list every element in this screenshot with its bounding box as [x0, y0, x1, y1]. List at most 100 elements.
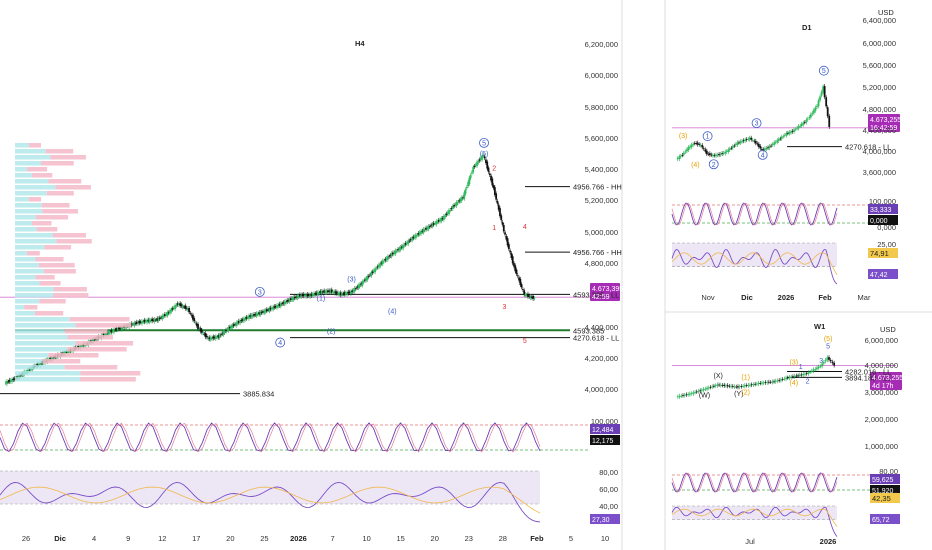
candle — [764, 148, 766, 151]
x-tick-label: 7 — [330, 534, 334, 543]
candle — [432, 222, 435, 225]
stoch-value: 59,625 — [872, 477, 894, 484]
volume-bar — [15, 269, 44, 274]
volume-bar — [52, 293, 89, 298]
candle — [529, 295, 532, 299]
wave-marker — [818, 65, 829, 76]
candle — [290, 298, 292, 301]
candle — [430, 224, 433, 227]
wave-label: 5 — [826, 344, 830, 351]
candle — [778, 380, 781, 381]
candle — [780, 136, 783, 139]
candle — [203, 333, 206, 335]
candle — [765, 147, 768, 150]
candle — [357, 285, 360, 289]
rsi-value-tag — [868, 269, 898, 279]
candle — [694, 392, 696, 393]
candle — [721, 153, 724, 154]
volume-bar — [64, 365, 118, 370]
candle — [701, 389, 703, 391]
candle — [443, 215, 445, 220]
candle — [515, 269, 518, 275]
candle — [676, 396, 679, 398]
candle — [167, 312, 170, 314]
rsi-tick-label: 40,00 — [599, 502, 618, 511]
candle — [740, 386, 743, 387]
wave-label: 5 — [482, 140, 486, 147]
candle — [50, 357, 53, 360]
rsi-tick-label: 80,00 — [599, 468, 618, 477]
rsi-signal-line — [671, 252, 838, 275]
candle — [469, 175, 472, 179]
candle — [192, 314, 194, 320]
candle — [321, 291, 324, 293]
candle — [102, 333, 105, 336]
level-label: 3894.180 - LL — [845, 373, 891, 382]
wave-label: (1) — [741, 374, 750, 381]
volume-bar — [45, 149, 74, 154]
candle — [504, 232, 506, 235]
wave-label: (5) — [480, 151, 489, 158]
volume-bar — [15, 311, 35, 316]
x-tick-label: 2026 — [290, 534, 307, 543]
candle — [166, 312, 169, 316]
volume-bar — [15, 359, 43, 364]
candle — [774, 380, 777, 382]
candle — [197, 324, 199, 330]
candle — [735, 144, 737, 146]
candle — [183, 306, 185, 308]
level-label: 4282.016 - LL — [845, 367, 891, 376]
volume-bar — [24, 305, 38, 310]
candle — [367, 276, 370, 277]
candle — [213, 337, 216, 338]
candle — [342, 293, 345, 295]
price-tick-label: 4,800,000 — [585, 259, 618, 268]
current-price-tag — [590, 283, 620, 301]
candle — [283, 301, 286, 305]
level-label: 4593.385 — [573, 326, 604, 335]
volume-bar — [15, 371, 81, 376]
volume-bar — [52, 233, 86, 238]
candle — [425, 227, 427, 230]
candle — [471, 172, 473, 174]
candle — [757, 382, 760, 385]
candle — [109, 331, 112, 333]
rsi-tick-label: 25,00 — [877, 240, 896, 249]
wave-label: 2 — [712, 162, 716, 169]
candle — [473, 165, 476, 167]
candle — [759, 382, 762, 384]
candle — [518, 277, 520, 281]
candle — [810, 370, 813, 372]
candle — [486, 161, 489, 169]
candle — [434, 223, 436, 224]
volume-bar — [41, 161, 74, 166]
candle — [142, 321, 145, 323]
candle — [93, 339, 96, 341]
candle — [258, 312, 261, 315]
candle — [477, 161, 480, 163]
panel-d1 — [672, 65, 900, 170]
candle — [817, 366, 820, 369]
stoch-value: 12,175 — [592, 438, 614, 445]
candle — [223, 330, 226, 334]
stoch-value: 12,484 — [592, 427, 614, 434]
price-tick-label: 6,200,000 — [585, 40, 618, 49]
candle — [768, 146, 771, 149]
candle — [411, 237, 413, 241]
candle — [796, 127, 799, 129]
candle — [299, 294, 301, 297]
candle — [11, 379, 13, 382]
candle — [724, 151, 727, 154]
candle — [110, 330, 113, 333]
candle — [133, 322, 136, 326]
candle — [679, 155, 682, 157]
candle — [271, 307, 273, 310]
candle — [217, 335, 220, 338]
candle — [822, 362, 825, 364]
candle — [738, 142, 740, 144]
candle — [444, 215, 447, 218]
volume-bar — [15, 317, 70, 322]
candle — [279, 303, 282, 307]
candle — [184, 305, 187, 309]
candle — [156, 318, 159, 321]
